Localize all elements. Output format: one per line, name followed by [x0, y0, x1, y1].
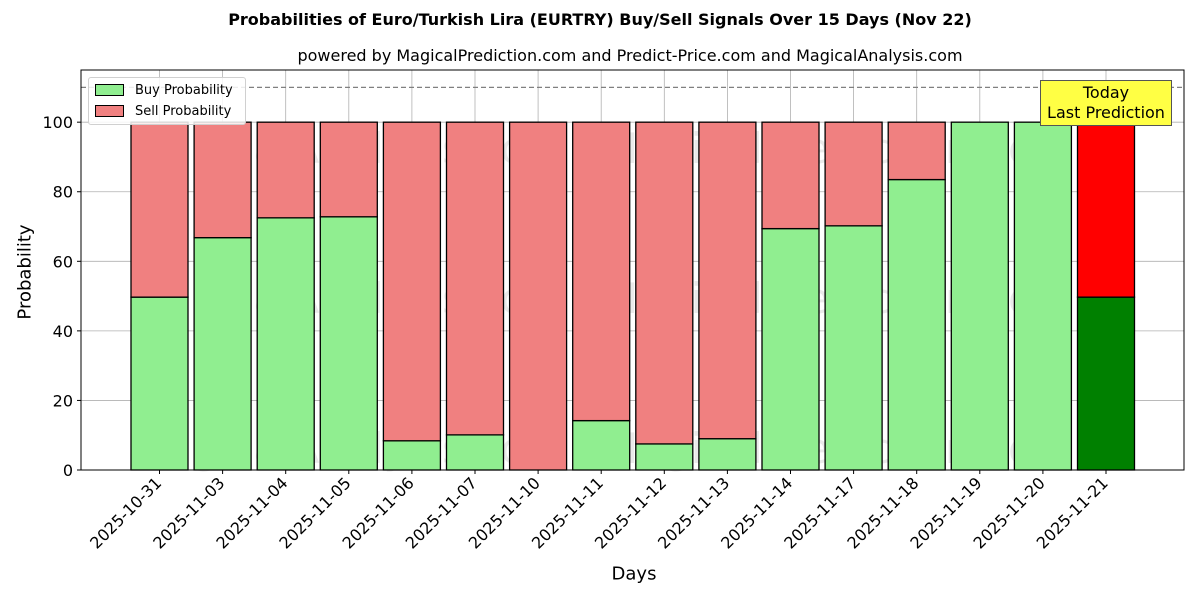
sell-swatch [95, 105, 124, 117]
bar-2025-11-04 [256, 121, 315, 471]
bar-2025-11-14 [761, 121, 820, 471]
bar-2025-11-12 [635, 121, 694, 471]
bar-2025-11-05 [319, 121, 378, 471]
bar-2025-11-06 [382, 121, 442, 471]
legend-sell-label: Sell Probability [135, 103, 232, 119]
legend-item-sell: Sell Probability [95, 103, 231, 119]
y-tick-label: 40 [53, 322, 73, 341]
chart-subtitle: powered by MagicalPrediction.com and Pre… [297, 46, 963, 65]
bar-2025-11-13 [698, 121, 757, 471]
legend: Buy Probability Sell Probability [88, 77, 246, 125]
y-axis-label: Probability [14, 224, 36, 320]
legend-buy-label: Buy Probability [135, 82, 233, 98]
y-tick-label: 80 [53, 183, 73, 202]
bar-2025-11-07 [445, 121, 505, 471]
bar-2025-11-20 [1013, 121, 1073, 471]
bar-2025-11-21 [1076, 121, 1136, 471]
y-tick-label: 20 [53, 391, 73, 410]
bar-2025-11-19 [950, 121, 1009, 471]
bars [130, 121, 1136, 471]
bar-2025-10-31 [130, 121, 189, 471]
y-tick-label: 0 [63, 461, 73, 480]
today-annotation: Today Last Prediction [1040, 80, 1172, 126]
annotation-line-2: Last Prediction [1047, 103, 1165, 122]
bar-2025-11-11 [572, 121, 631, 471]
y-tick-label: 100 [42, 113, 73, 132]
y-tick-label: 60 [53, 252, 73, 271]
bar-2025-11-17 [824, 121, 883, 471]
x-axis-label: Days [611, 563, 657, 585]
bar-2025-11-10 [508, 121, 568, 471]
buy-swatch [95, 84, 124, 96]
legend-item-buy: Buy Probability [95, 82, 233, 98]
chart-title: Probabilities of Euro/Turkish Lira (EURT… [228, 10, 972, 29]
bar-2025-11-03 [193, 121, 252, 471]
annotation-line-1: Today [1082, 83, 1130, 102]
bar-2025-11-18 [887, 121, 946, 471]
